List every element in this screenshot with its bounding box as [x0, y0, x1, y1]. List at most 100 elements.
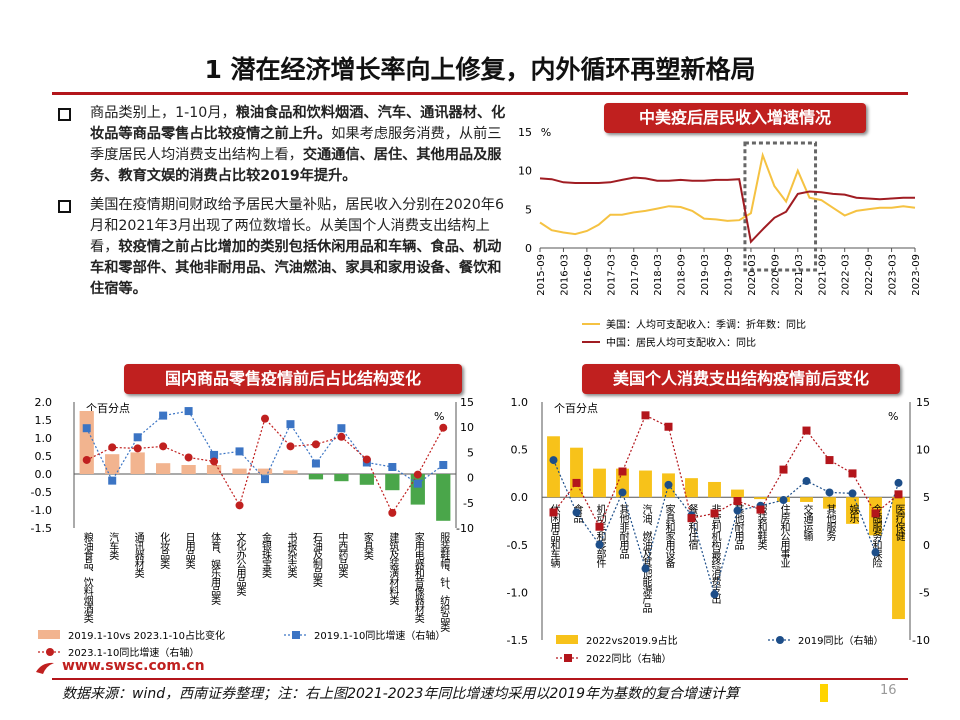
legend-label: 2022vs2019.9占比 — [586, 634, 678, 647]
category-label: 其他非耐用品 — [617, 504, 629, 560]
bullet-1-text-a: 商品类别上，1-10月， — [90, 105, 236, 121]
page-title: 1 潜在经济增长率向上修复，内外循环再塑新格局 — [204, 55, 756, 84]
dot-marker — [802, 477, 811, 486]
right-tick-label: -10 — [456, 522, 474, 535]
bar — [823, 497, 836, 509]
square-marker — [388, 463, 397, 472]
legend-marker — [292, 631, 300, 639]
series-line-2023 — [553, 414, 899, 529]
left-tick-label: 0.0 — [511, 491, 529, 504]
dot-marker — [235, 501, 244, 510]
bar — [685, 478, 698, 498]
square-marker — [779, 465, 788, 474]
right-tick-label: 10 — [916, 444, 930, 457]
y-tick-label: 0 — [525, 242, 532, 255]
square-marker — [337, 424, 346, 433]
legend-marker — [564, 654, 572, 662]
bar — [257, 468, 273, 474]
square-marker — [825, 456, 834, 465]
left-axis-unit: 个百分点 — [554, 402, 598, 415]
income-chart-badge: 中美疫后居民收入增速情况 — [604, 103, 866, 133]
dot-marker — [618, 488, 627, 497]
right-tick-label: 0 — [923, 539, 930, 552]
y-axis-unit: % — [541, 126, 551, 139]
legend-label: 中国：居民人均可支配收入：同比 — [606, 336, 756, 349]
left-tick-label: -1.0 — [507, 586, 528, 599]
left-axis-unit: 个百分点 — [86, 402, 130, 415]
left-tick-label: 1.5 — [35, 414, 53, 427]
square-marker — [549, 508, 558, 517]
legend-label: 美国：人均可支配收入：季调：折年数：同比 — [606, 318, 806, 331]
left-tick-label: -1.5 — [507, 634, 528, 647]
legend-swatch — [556, 635, 578, 644]
category-label: 机动车和零部件 — [594, 503, 606, 569]
bar — [232, 468, 247, 474]
category-label: 汽油、燃油及其他能源产品 — [640, 503, 652, 614]
legend-label: 2022同比（右轴） — [586, 652, 671, 665]
square-marker — [710, 509, 719, 518]
legend-marker — [776, 636, 784, 644]
bullet-2: 美国在疫情期间财政给予居民大量补贴，居民收入分别在2020年6月和2021年3月… — [58, 195, 508, 300]
dot-marker — [133, 444, 142, 453]
left-tick-label: -0.5 — [507, 539, 528, 552]
right-tick-label: 15 — [916, 396, 930, 409]
bar — [639, 470, 652, 498]
category-label: 中西药品类 — [336, 531, 348, 579]
legend-swatch — [38, 630, 60, 639]
us-pce-badge: 美国个人消费支出结构疫情前后变化 — [582, 364, 900, 394]
right-axis-unit: % — [434, 410, 444, 423]
square-marker — [733, 497, 742, 506]
square-marker — [756, 505, 765, 514]
left-tick-label: 0.5 — [35, 450, 53, 463]
dot-marker — [439, 423, 448, 432]
category-label: 石油及制品类 — [310, 532, 322, 588]
left-tick-label: -1.0 — [31, 504, 52, 517]
dot-marker — [337, 432, 346, 441]
bullet-2-text-a: 美国在疫情期间财政给予居民大量补贴，居民收入分别在2020年6月和2021年3月… — [90, 197, 505, 255]
bar — [892, 497, 905, 620]
category-label: 家具类 — [361, 531, 373, 561]
left-tick-label: 0.5 — [511, 444, 529, 457]
x-tick-label: 2017-09 — [630, 254, 641, 296]
x-tick-label: 2022-03 — [841, 254, 852, 296]
dot-marker — [261, 414, 269, 423]
dot-marker — [388, 508, 397, 517]
page-number: 16 — [880, 683, 897, 698]
category-label: 通讯器材类 — [132, 532, 144, 579]
bar — [359, 474, 374, 485]
dot-marker — [894, 478, 903, 487]
x-tick-label: 2018-09 — [677, 254, 688, 296]
category-label: 家用电器和音像器材类 — [412, 531, 424, 624]
dot-marker — [595, 540, 604, 549]
dot-marker — [362, 455, 371, 464]
dot-marker — [572, 508, 581, 517]
bar — [846, 497, 859, 524]
legend-marker — [46, 648, 54, 656]
bar — [754, 497, 767, 500]
x-tick-label: 2020-03 — [747, 254, 758, 296]
square-marker — [210, 450, 219, 459]
category-label: 交通运输 — [801, 503, 813, 542]
website-url[interactable]: www.swsc.com.cn — [62, 658, 205, 674]
dot-marker — [184, 453, 193, 462]
right-axis-unit: % — [888, 410, 898, 423]
title-divider — [52, 92, 908, 95]
bar — [181, 465, 196, 474]
square-marker — [413, 479, 422, 488]
category-label: 其他耐用品 — [732, 504, 744, 551]
square-marker — [108, 476, 117, 485]
x-tick-label: 2020-09 — [770, 254, 781, 296]
category-label: 休闲用品和车辆 — [548, 504, 560, 569]
square-marker — [894, 490, 903, 499]
square-marker — [184, 407, 193, 416]
bar — [334, 474, 349, 482]
dot-marker — [710, 590, 719, 599]
square-marker — [133, 433, 142, 442]
square-marker — [261, 475, 269, 484]
x-tick-label: 2016-03 — [559, 254, 570, 296]
legend-label: 2019.1-10vs 2023.1-10占比变化 — [68, 629, 225, 642]
left-tick-label: 1.0 — [35, 432, 53, 445]
bar — [308, 474, 324, 480]
x-tick-label: 2015-09 — [536, 254, 547, 296]
